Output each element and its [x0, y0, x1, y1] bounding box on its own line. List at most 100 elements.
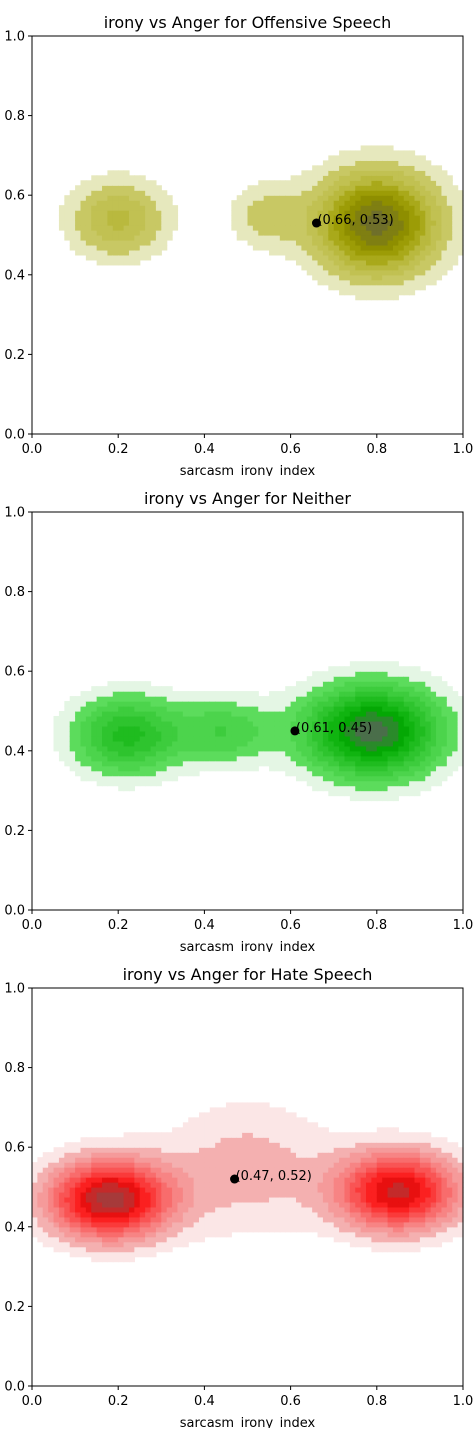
contour-cell — [431, 170, 437, 176]
contour-cell — [323, 736, 329, 742]
contour-cell — [264, 1112, 270, 1118]
contour-cell — [134, 1212, 140, 1218]
contour-cell — [452, 215, 458, 221]
contour-cell — [404, 751, 410, 757]
contour-cell — [253, 1207, 259, 1213]
contour-cell — [350, 671, 356, 677]
contour-cell — [102, 721, 108, 727]
contour-cell — [91, 756, 97, 762]
contour-cell — [312, 1162, 318, 1168]
contour-cell — [398, 1172, 404, 1178]
contour-cell — [102, 1202, 108, 1208]
contour-cell — [431, 771, 437, 777]
contour-cell — [86, 195, 92, 201]
contour-cell — [167, 1137, 173, 1143]
contour-cell — [54, 1207, 60, 1213]
contour-cell — [102, 1192, 108, 1198]
contour-cell — [452, 190, 458, 196]
contour-cell — [183, 1132, 189, 1138]
contour-cell — [355, 280, 361, 286]
contour-cell — [177, 721, 183, 727]
contour-cell — [441, 1147, 447, 1153]
contour-cell — [134, 721, 140, 727]
contour-cell — [398, 666, 404, 672]
contour-cell — [32, 1182, 38, 1188]
contour-cell — [37, 1217, 43, 1223]
contour-cell — [172, 1142, 178, 1148]
contour-cell — [102, 1187, 108, 1193]
contour-cell — [377, 661, 383, 667]
contour-cell — [301, 1127, 307, 1133]
contour-cell — [107, 766, 113, 772]
contour-cell — [32, 1167, 38, 1173]
contour-cell — [199, 691, 205, 697]
contour-cell — [194, 1207, 200, 1213]
contour-cell — [409, 1142, 415, 1148]
contour-cell — [328, 696, 334, 702]
contour-cell — [253, 200, 259, 206]
contour-cell — [361, 701, 367, 707]
contour-cell — [102, 1207, 108, 1213]
contour-cell — [323, 205, 329, 211]
contour-cell — [264, 1152, 270, 1158]
contour-cell — [339, 1227, 345, 1233]
contour-cell — [253, 746, 259, 752]
contour-cell — [253, 741, 259, 747]
contour-cell — [64, 711, 70, 717]
contour-cell — [102, 766, 108, 772]
contour-cell — [447, 245, 453, 251]
contour-cell — [420, 260, 426, 266]
contour-cell — [344, 235, 350, 241]
contour-cell — [312, 205, 318, 211]
contour-cell — [441, 766, 447, 772]
contour-cell — [113, 185, 119, 191]
contour-cell — [323, 1227, 329, 1233]
contour-cell — [323, 240, 329, 246]
contour-cell — [344, 160, 350, 166]
contour-cell — [452, 726, 458, 732]
x-tick-label: 0.4 — [194, 918, 215, 933]
contour-cell — [431, 210, 437, 216]
contour-cell — [253, 1122, 259, 1128]
contour-cell — [425, 1157, 431, 1163]
contour-cell — [361, 180, 367, 186]
contour-cell — [355, 235, 361, 241]
contour-cell — [248, 205, 254, 211]
contour-cell — [102, 240, 108, 246]
contour-cell — [264, 1157, 270, 1163]
contour-cell — [269, 220, 275, 226]
contour-cell — [366, 1227, 372, 1233]
contour-cell — [280, 205, 286, 211]
contour-cell — [318, 756, 324, 762]
contour-cell — [377, 1232, 383, 1238]
contour-cell — [221, 1157, 227, 1163]
contour-cell — [328, 766, 334, 772]
contour-cell — [420, 215, 426, 221]
contour-cell — [377, 150, 383, 156]
contour-cell — [431, 741, 437, 747]
contour-cell — [43, 1187, 49, 1193]
contour-cell — [237, 225, 243, 231]
contour-cell — [371, 200, 377, 206]
contour-cell — [113, 1147, 119, 1153]
contour-cell — [226, 1127, 232, 1133]
contour-cell — [151, 1157, 157, 1163]
contour-cell — [64, 1237, 70, 1243]
contour-cell — [323, 711, 329, 717]
contour-cell — [124, 1187, 130, 1193]
contour-cell — [409, 175, 415, 181]
contour-cell — [102, 691, 108, 697]
contour-cell — [409, 1177, 415, 1183]
contour-cell — [366, 766, 372, 772]
contour-cell — [377, 1237, 383, 1243]
contour-cell — [269, 250, 275, 256]
contour-cell — [177, 756, 183, 762]
contour-cell — [285, 721, 291, 727]
contour-cell — [436, 1152, 442, 1158]
contour-cell — [86, 711, 92, 717]
contour-cell — [156, 1197, 162, 1203]
y-tick-label: 0.2 — [4, 348, 25, 363]
contour-cell — [167, 230, 173, 236]
contour-cell — [371, 1212, 377, 1218]
contour-cell — [447, 766, 453, 772]
